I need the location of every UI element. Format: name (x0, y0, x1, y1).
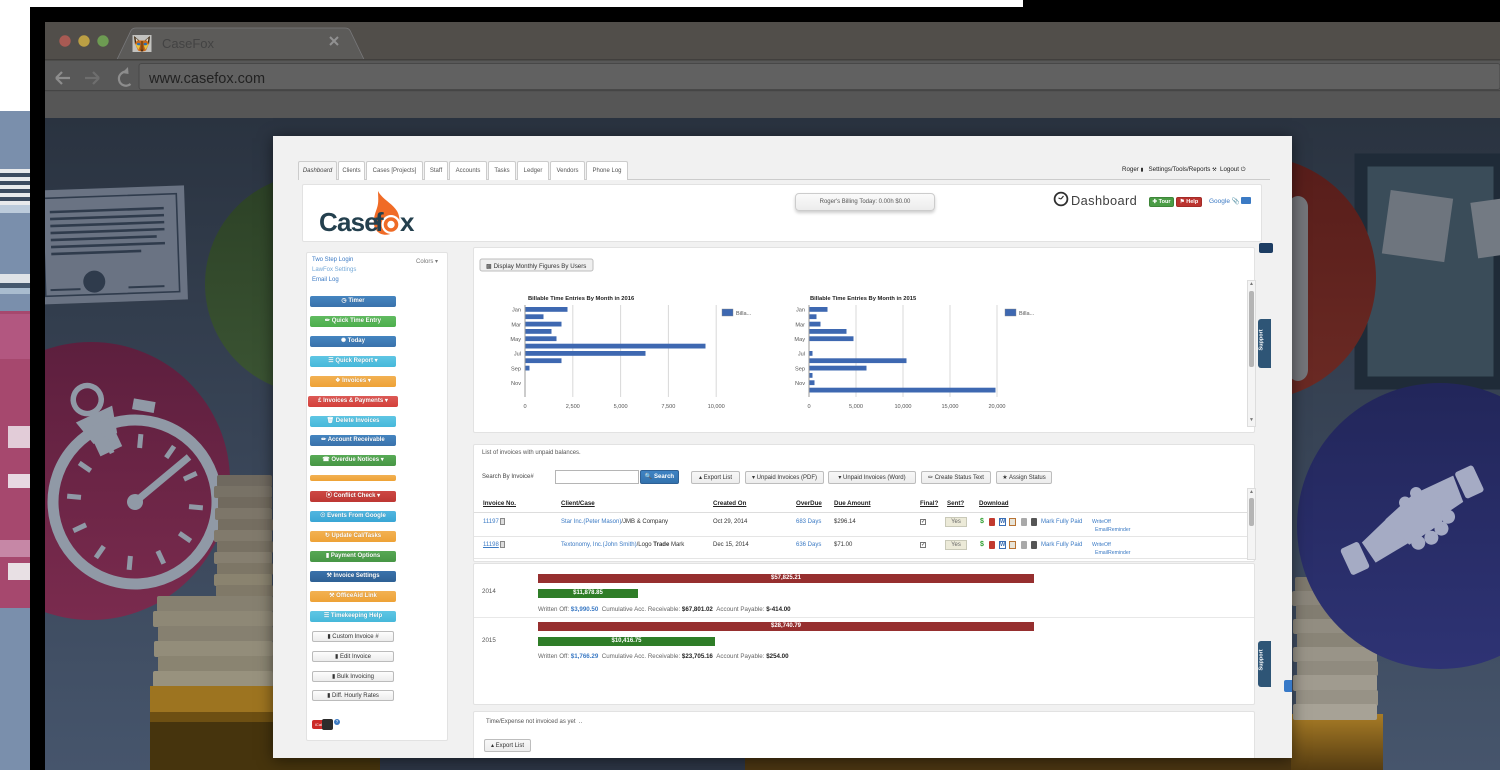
svg-text:10,000: 10,000 (894, 404, 911, 410)
svg-text:▩ Display Monthly Figures By U: ▩ Display Monthly Figures By Users (486, 263, 586, 270)
svg-text:7,500: 7,500 (661, 404, 675, 410)
svg-text:2,500: 2,500 (566, 404, 580, 410)
svg-text:Jul: Jul (798, 352, 805, 358)
svg-text:Mar: Mar (511, 322, 521, 328)
svg-text:Nov: Nov (511, 381, 521, 387)
svg-text:0: 0 (523, 404, 526, 410)
svg-text:Sep: Sep (795, 366, 805, 372)
svg-text:CaseFox: CaseFox (162, 36, 215, 51)
svg-text:Billa...: Billa... (1019, 311, 1035, 317)
svg-text:Sep: Sep (511, 366, 521, 372)
svg-text:5,000: 5,000 (614, 404, 628, 410)
svg-text:f: f (375, 207, 384, 237)
svg-text:10,000: 10,000 (708, 404, 725, 410)
svg-text:Billa...: Billa... (736, 311, 752, 317)
svg-text:Jan: Jan (512, 308, 521, 314)
svg-text:Jul: Jul (514, 352, 521, 358)
svg-text:Case: Case (319, 207, 378, 237)
svg-text:Nov: Nov (795, 381, 805, 387)
svg-text:0: 0 (807, 404, 810, 410)
svg-text:Jan: Jan (796, 308, 805, 314)
svg-text:Billable Time Entries By Month: Billable Time Entries By Month in 2016 (528, 296, 635, 302)
svg-text:15,000: 15,000 (941, 404, 958, 410)
svg-text:May: May (794, 337, 805, 343)
svg-text:Billable Time Entries By Month: Billable Time Entries By Month in 2015 (810, 296, 917, 302)
svg-text:www.casefox.com: www.casefox.com (148, 71, 265, 87)
svg-text:x: x (400, 207, 415, 237)
svg-text:May: May (510, 337, 521, 343)
svg-text:Mar: Mar (795, 322, 805, 328)
svg-text:5,000: 5,000 (849, 404, 863, 410)
svg-text:20,000: 20,000 (988, 404, 1005, 410)
